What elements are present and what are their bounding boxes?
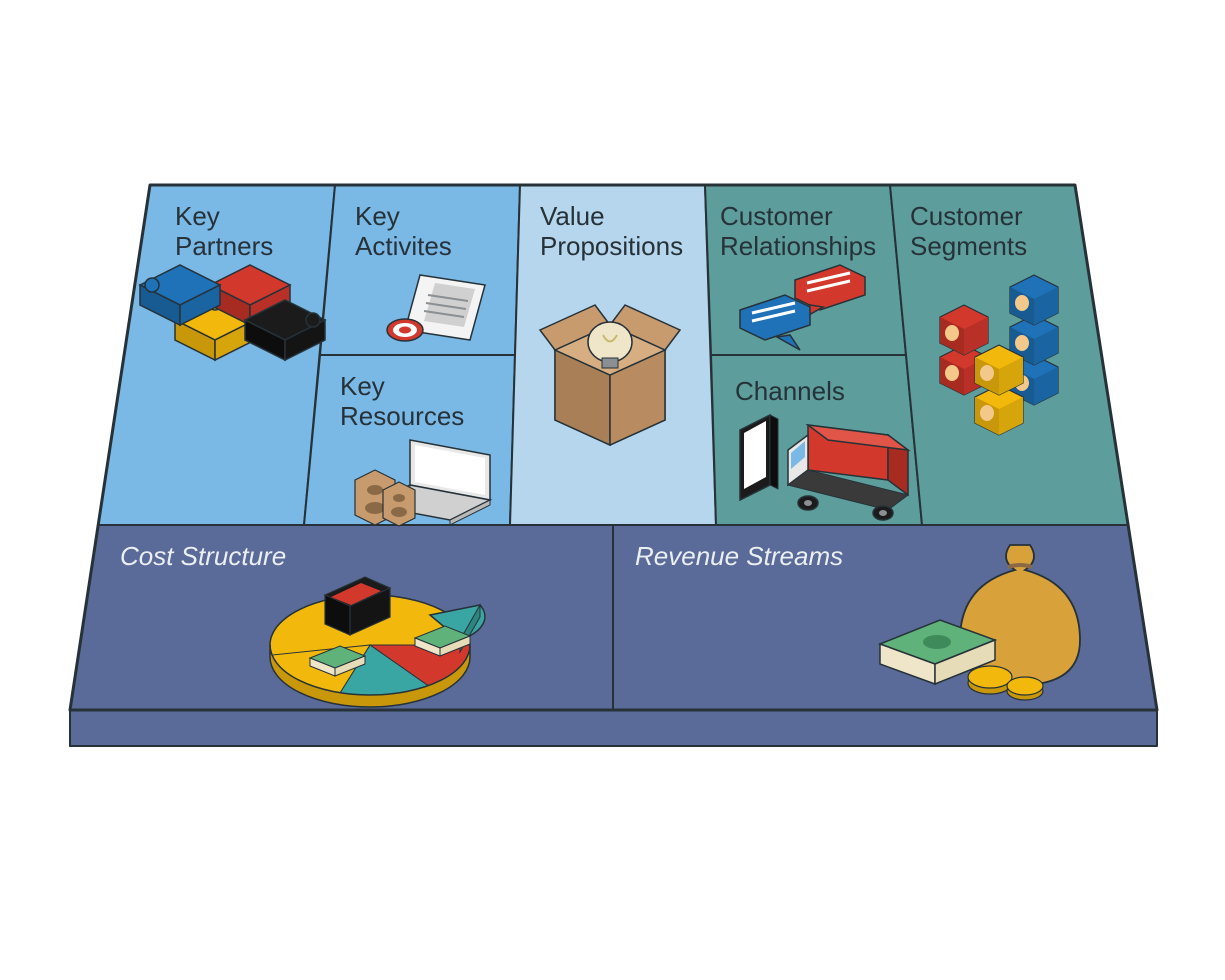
label-cust-seg-l1: Customer — [910, 201, 1023, 231]
business-model-canvas: Key Partners Key Activites Key Resources… — [0, 0, 1225, 980]
label-channels-l1: Channels — [735, 376, 845, 406]
label-cust-rel-l1: Customer — [720, 201, 833, 231]
label-key-resources-l1: Key — [340, 371, 385, 401]
label-key-activities-l1: Key — [355, 201, 400, 231]
board-front-face — [70, 710, 1157, 746]
label-key-partners-l2: Partners — [175, 231, 273, 261]
label-key-activities-l2: Activites — [355, 231, 452, 261]
label-cust-rel-l2: Relationships — [720, 231, 876, 261]
label-value-prop-l1: Value — [540, 201, 605, 231]
label-key-partners-l1: Key — [175, 201, 220, 231]
label-value-prop-l2: Propositions — [540, 231, 683, 261]
label-key-resources-l2: Resources — [340, 401, 464, 431]
label-cust-seg-l2: Segments — [910, 231, 1027, 261]
label-cost-structure: Cost Structure — [120, 541, 286, 571]
label-revenue-streams: Revenue Streams — [635, 541, 843, 571]
